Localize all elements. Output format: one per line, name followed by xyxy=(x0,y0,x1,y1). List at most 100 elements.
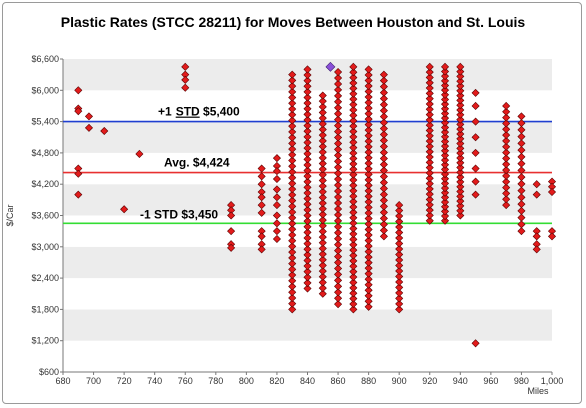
data-point xyxy=(456,125,465,134)
data-point xyxy=(334,240,343,249)
data-point xyxy=(395,233,404,243)
data-point xyxy=(441,170,450,179)
data-point xyxy=(517,139,526,148)
data-point xyxy=(349,202,358,212)
data-point xyxy=(364,280,373,289)
data-point xyxy=(502,183,511,192)
y-tick-label: $2,400 xyxy=(31,273,59,283)
x-tick-label: 800 xyxy=(239,376,254,386)
data-point xyxy=(441,109,450,118)
data-point xyxy=(303,65,312,74)
data-point xyxy=(379,232,388,241)
data-point xyxy=(288,173,297,182)
data-point xyxy=(257,172,266,181)
data-point xyxy=(272,167,281,176)
data-point xyxy=(334,264,343,273)
data-point xyxy=(288,196,297,205)
data-point xyxy=(272,227,281,236)
data-point xyxy=(181,62,190,71)
data-point xyxy=(364,70,373,79)
data-point xyxy=(456,105,465,115)
data-point xyxy=(441,76,450,85)
data-point xyxy=(303,144,312,153)
data-point xyxy=(349,170,358,179)
data-point xyxy=(425,78,434,87)
data-point xyxy=(349,208,358,217)
data-point xyxy=(349,229,358,238)
data-point xyxy=(318,233,327,242)
data-point xyxy=(303,194,312,203)
data-point xyxy=(349,132,358,141)
data-point xyxy=(502,125,511,134)
data-point xyxy=(349,219,358,228)
data-point xyxy=(364,219,373,229)
data-point xyxy=(456,110,465,119)
data-point xyxy=(425,84,434,93)
data-point xyxy=(471,101,480,110)
data-point xyxy=(364,197,373,206)
x-tick-label: 720 xyxy=(117,376,132,386)
data-point xyxy=(349,149,358,158)
data-point xyxy=(379,118,388,127)
data-point xyxy=(441,123,450,132)
data-point xyxy=(364,302,373,311)
data-point xyxy=(425,142,434,151)
x-tick-label: 780 xyxy=(208,376,223,386)
data-point xyxy=(303,110,312,119)
data-point xyxy=(318,221,327,230)
data-point xyxy=(364,98,373,107)
data-point xyxy=(303,104,312,113)
data-point xyxy=(502,113,511,122)
data-point xyxy=(318,165,327,174)
data-point xyxy=(425,206,434,215)
data-point xyxy=(349,192,358,201)
data-point xyxy=(532,232,541,241)
data-point xyxy=(441,174,450,183)
data-point xyxy=(441,86,450,95)
data-point xyxy=(288,271,297,280)
data-point xyxy=(303,256,312,265)
data-point xyxy=(303,278,312,287)
data-point xyxy=(425,195,434,204)
data-point xyxy=(425,137,434,146)
data-point xyxy=(349,267,358,276)
data-point xyxy=(395,217,404,226)
data-point xyxy=(227,243,236,252)
data-point xyxy=(288,133,297,142)
data-point xyxy=(318,102,327,111)
x-tick-label: 820 xyxy=(269,376,284,386)
data-point xyxy=(84,112,94,121)
data-point xyxy=(471,88,480,97)
data-point xyxy=(349,294,358,303)
data-point xyxy=(318,267,327,276)
data-point xyxy=(364,214,373,223)
data-point xyxy=(303,99,312,108)
data-point xyxy=(456,91,465,100)
data-point xyxy=(288,288,297,297)
data-point xyxy=(288,293,297,302)
data-point xyxy=(395,212,404,221)
data-point xyxy=(318,91,327,100)
data-point xyxy=(471,339,480,348)
data-point xyxy=(441,193,450,202)
data-point xyxy=(425,179,434,188)
x-tick-label: 860 xyxy=(331,376,346,386)
data-point xyxy=(456,211,465,220)
data-point xyxy=(303,160,312,169)
data-point xyxy=(532,245,541,254)
data-point xyxy=(318,170,327,179)
data-point xyxy=(379,184,388,193)
data-point xyxy=(395,283,404,292)
data-point xyxy=(364,175,373,184)
data-point xyxy=(456,206,465,215)
y-tick-label: $3,600 xyxy=(31,211,59,221)
data-point xyxy=(364,131,373,140)
data-point xyxy=(502,171,511,180)
data-point xyxy=(318,204,327,213)
data-point xyxy=(334,79,343,88)
data-point xyxy=(425,73,434,82)
data-point xyxy=(288,230,297,239)
data-point xyxy=(517,173,526,182)
data-point xyxy=(318,255,327,264)
